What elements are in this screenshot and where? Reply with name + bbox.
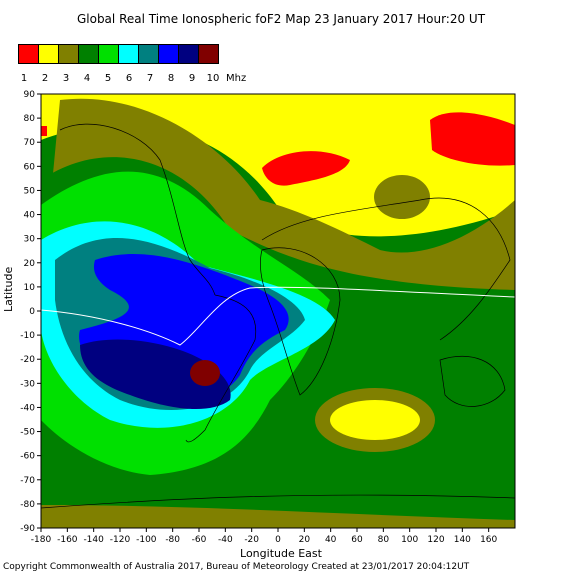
legend-label-1: 1: [20, 73, 28, 84]
y-tick-label: 70: [24, 138, 36, 148]
y-tick-label: -50: [20, 428, 35, 438]
x-tick-label: 160: [480, 535, 497, 545]
x-tick-label: -60: [192, 535, 207, 545]
legend-label-9: 9: [188, 73, 196, 84]
coast-eurasia: [261, 197, 511, 341]
x-tick-label: -40: [218, 535, 233, 545]
x-tick-label: 20: [299, 535, 311, 545]
x-tick-label: 0: [275, 535, 281, 545]
magnetic-equator: [41, 286, 515, 346]
coast-africa: [260, 247, 341, 396]
y-axis-label: Latitude: [2, 266, 15, 312]
region-level-1-ne-asia: [430, 112, 515, 166]
y-tick-label: -10: [20, 331, 35, 341]
coast-north-america: [59, 123, 216, 296]
x-tick-label: 40: [325, 535, 337, 545]
legend-label-3: 3: [62, 73, 70, 84]
x-tick-label: -160: [57, 535, 78, 545]
legend-label-5: 5: [104, 73, 112, 84]
copyright-footer: Copyright Commonwealth of Australia 2017…: [3, 562, 470, 572]
x-tick-label: -20: [244, 535, 259, 545]
coast-south-america: [185, 294, 257, 443]
x-tick-label: -100: [136, 535, 157, 545]
legend-unit: Mhz: [226, 73, 247, 84]
y-tick-label: 50: [24, 186, 36, 196]
x-tick-label: -140: [83, 535, 104, 545]
y-tick-label: 90: [24, 90, 36, 100]
legend-label-10: 10: [206, 73, 220, 84]
y-tick-label: 60: [24, 162, 36, 172]
region-level-2-indian: [330, 400, 420, 440]
y-tick-label: 30: [24, 235, 36, 245]
legend-label-4: 4: [83, 73, 91, 84]
region-level-10: [190, 360, 220, 386]
y-tick-label: -80: [20, 500, 35, 510]
y-tick-label: 40: [24, 211, 36, 221]
x-tick-label: -80: [165, 535, 180, 545]
x-tick-label: 60: [351, 535, 363, 545]
y-tick-label: 80: [24, 114, 36, 124]
legend-label-7: 7: [146, 73, 154, 84]
coast-australia: [439, 356, 506, 407]
y-tick-label: -40: [20, 403, 35, 413]
y-tick-label: -30: [20, 379, 35, 389]
legend-label-8: 8: [167, 73, 175, 84]
y-tick-label: -90: [20, 524, 35, 534]
x-axis-label: Longitude East: [240, 547, 322, 560]
y-tick-label: 20: [24, 259, 36, 269]
coast-antarctica: [41, 494, 515, 509]
y-tick-label: -20: [20, 355, 35, 365]
chart-title: Global Real Time Ionospheric foF2 Map 23…: [76, 12, 486, 26]
x-tick-label: 120: [427, 535, 444, 545]
x-tick-label: -120: [110, 535, 131, 545]
y-tick-label: 10: [24, 283, 36, 293]
y-tick-label: -70: [20, 476, 35, 486]
x-tick-label: 80: [378, 535, 390, 545]
y-tick-label: 0: [29, 307, 35, 317]
x-tick-label: -180: [31, 535, 52, 545]
x-tick-label: 100: [401, 535, 418, 545]
region-level-1-greenland: [262, 151, 350, 186]
region-level-9: [80, 339, 231, 410]
legend-label-2: 2: [41, 73, 49, 84]
region-level-3-asia: [374, 175, 430, 219]
region-level-1-edge: [41, 126, 47, 136]
y-tick-label: -60: [20, 452, 35, 462]
x-tick-label: 140: [454, 535, 471, 545]
legend-label-6: 6: [125, 73, 133, 84]
legend-swatch-10: [198, 44, 219, 64]
